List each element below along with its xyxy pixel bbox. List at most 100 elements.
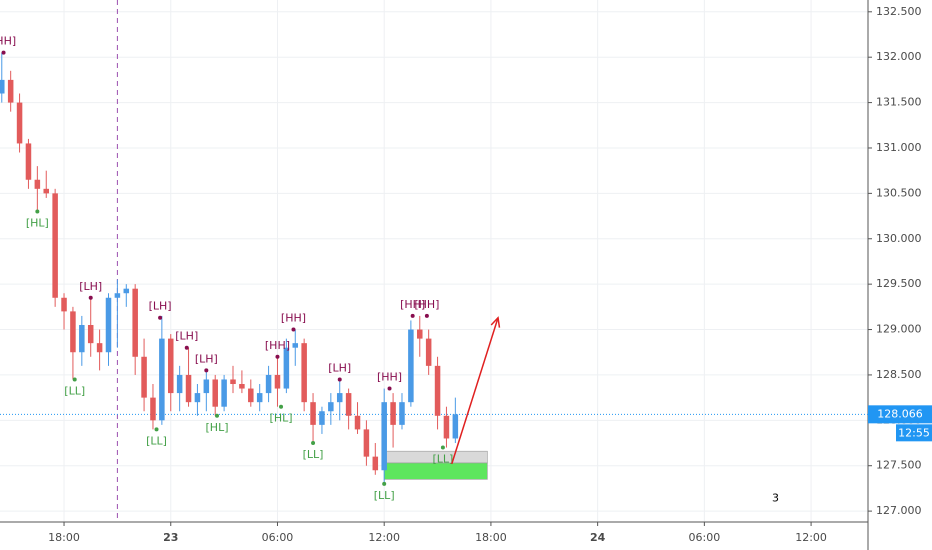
candle-body bbox=[301, 343, 307, 403]
y-tick-label: 127.000 bbox=[876, 504, 922, 517]
arrow-head bbox=[490, 316, 501, 328]
y-tick-label: 131.000 bbox=[876, 141, 922, 154]
candle-body bbox=[176, 374, 183, 394]
swing-label: [HH] bbox=[414, 298, 439, 311]
swing-label: [HL] bbox=[26, 217, 49, 230]
candle-body bbox=[425, 338, 432, 366]
swing-dot bbox=[424, 313, 429, 318]
candle-body bbox=[408, 329, 414, 403]
swing-dot bbox=[1, 50, 6, 55]
candle-body bbox=[185, 374, 192, 403]
candle-body bbox=[87, 325, 94, 344]
candle-body bbox=[194, 393, 201, 403]
candle-body bbox=[70, 311, 76, 353]
x-tick-label: 23 bbox=[163, 531, 178, 544]
swing-label: [HH] bbox=[377, 371, 402, 384]
candle-body bbox=[61, 297, 67, 312]
candle-body bbox=[150, 397, 156, 421]
candle-body bbox=[319, 411, 325, 425]
y-tick-label: 131.500 bbox=[876, 96, 922, 109]
note: 3 bbox=[772, 491, 779, 504]
candle-body bbox=[52, 193, 58, 298]
y-tick-label: 128.500 bbox=[876, 368, 922, 381]
x-tick-label: 18:00 bbox=[48, 531, 80, 544]
swing-dot bbox=[215, 413, 219, 418]
candle-body bbox=[239, 384, 245, 389]
candle-body bbox=[212, 379, 218, 407]
swing-dot bbox=[154, 427, 159, 432]
swing-dot bbox=[279, 404, 284, 409]
swing-dot bbox=[72, 377, 77, 382]
swing-dot bbox=[311, 441, 316, 446]
swing-dot bbox=[337, 377, 342, 382]
swing-label: [HH] bbox=[281, 312, 306, 325]
swing-label: [LH] bbox=[149, 300, 172, 313]
swing-label: [HH] bbox=[0, 35, 16, 48]
x-tick-label: 06:00 bbox=[262, 531, 294, 544]
swing-label: [LH] bbox=[195, 352, 218, 365]
swing-label: [LL] bbox=[146, 434, 167, 447]
swing-dot bbox=[158, 315, 163, 320]
candle-body bbox=[292, 343, 299, 348]
candle-body bbox=[399, 402, 405, 425]
swing-label: [LL] bbox=[432, 453, 453, 466]
x-tick-label: 06:00 bbox=[689, 531, 721, 544]
y-tick-label: 129.500 bbox=[876, 277, 922, 290]
swing-label: [LH] bbox=[175, 330, 198, 343]
swing-label: [HH] bbox=[265, 339, 290, 352]
x-tick-label: 24 bbox=[590, 531, 606, 544]
swing-dot bbox=[382, 481, 387, 486]
candle-body bbox=[248, 388, 254, 403]
candle-body bbox=[345, 393, 352, 416]
swing-dot bbox=[275, 354, 280, 359]
swing-dot bbox=[184, 345, 189, 350]
candle-body bbox=[132, 288, 138, 357]
swing-label: [HL] bbox=[206, 421, 229, 434]
swing-label: [LL] bbox=[64, 384, 85, 397]
y-tick-label: 132.000 bbox=[876, 50, 922, 63]
candle-body bbox=[417, 329, 423, 339]
candle-body bbox=[390, 402, 396, 425]
swing-dot bbox=[410, 313, 415, 318]
swing-label: [LL] bbox=[303, 448, 324, 461]
candle-body bbox=[25, 143, 32, 180]
candle-body bbox=[159, 338, 165, 421]
candle-body bbox=[452, 414, 459, 439]
countdown-badge bbox=[896, 424, 932, 442]
candle-body bbox=[372, 456, 379, 471]
swing-label: [HH] bbox=[400, 298, 425, 311]
candle-body bbox=[283, 347, 290, 389]
swing-label: [HL] bbox=[270, 412, 293, 425]
y-tick-label: 129.000 bbox=[876, 323, 922, 336]
candle-body bbox=[256, 393, 263, 403]
x-tick-label: 12:00 bbox=[795, 531, 827, 544]
candle-body bbox=[123, 288, 130, 294]
candle-body bbox=[265, 374, 272, 394]
y-tick-label: 130.500 bbox=[876, 186, 922, 199]
candle-body bbox=[336, 393, 343, 403]
candle-body bbox=[96, 343, 103, 353]
candle-body bbox=[34, 179, 41, 189]
price-badge-label: 128.066 bbox=[877, 407, 923, 420]
candle-body bbox=[203, 379, 210, 394]
swing-dot bbox=[440, 445, 445, 450]
candle-body bbox=[114, 293, 121, 298]
swing-dot bbox=[88, 295, 93, 300]
price-badge bbox=[868, 405, 932, 424]
candle-body bbox=[141, 356, 147, 398]
y-tick-label: 132.500 bbox=[876, 5, 922, 18]
candle-body bbox=[105, 297, 112, 353]
countdown-label: 12:55 bbox=[898, 426, 930, 439]
candle-body bbox=[230, 379, 236, 385]
candle-body bbox=[363, 429, 370, 457]
candle-body bbox=[443, 415, 450, 439]
swing-dot bbox=[35, 209, 40, 214]
candle-body bbox=[274, 374, 281, 389]
swing-dot bbox=[387, 386, 392, 391]
y-tick-label: 130.000 bbox=[876, 232, 922, 245]
candle-body bbox=[16, 102, 23, 144]
candle-body bbox=[354, 415, 361, 430]
x-tick-label: 12:00 bbox=[368, 531, 400, 544]
candle-body bbox=[381, 402, 387, 471]
